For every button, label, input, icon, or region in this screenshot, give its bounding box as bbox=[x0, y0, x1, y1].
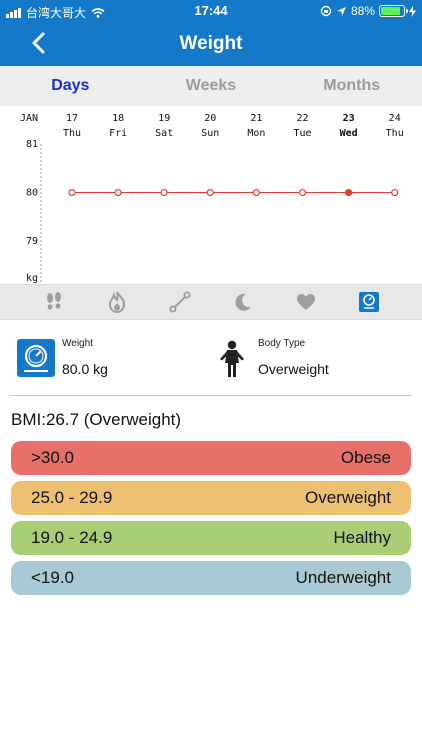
page-title: Weight bbox=[179, 33, 243, 54]
date-label: 22 bbox=[296, 113, 308, 124]
scale-icon bbox=[17, 339, 55, 377]
person-icon bbox=[220, 340, 244, 377]
category-bar bbox=[0, 284, 422, 320]
body-type-value: Overweight bbox=[258, 361, 329, 377]
battery-percent: 88% bbox=[350, 4, 375, 18]
data-point bbox=[391, 188, 399, 197]
bmi-row-underweight: <19.0 Underweight bbox=[11, 561, 411, 595]
moon-icon bbox=[234, 293, 251, 311]
scale-icon bbox=[358, 292, 379, 312]
bmi-row-healthy: 19.0 - 24.9 Healthy bbox=[11, 521, 411, 555]
category-steps[interactable] bbox=[42, 290, 66, 314]
y-axis-unit: kg bbox=[26, 273, 38, 284]
period-tabs: Days Weeks Months bbox=[0, 66, 422, 106]
weekday-label: Sat bbox=[155, 128, 173, 139]
weekday-label: Wed bbox=[340, 128, 358, 139]
bmi-row-overweight: 25.0 - 29.9 Overweight bbox=[11, 481, 411, 515]
data-point bbox=[160, 188, 168, 197]
battery-icon bbox=[379, 5, 408, 17]
data-point bbox=[206, 188, 214, 197]
weekday-label: Thu bbox=[386, 128, 404, 139]
y-tick-label: 81 bbox=[26, 139, 38, 150]
month-label: JAN bbox=[20, 113, 38, 124]
bmi-range: 19.0 - 24.9 bbox=[31, 528, 113, 547]
category-weight[interactable] bbox=[357, 290, 381, 314]
route-icon bbox=[169, 291, 190, 313]
date-label: 19 bbox=[158, 113, 170, 124]
date-label: 23 bbox=[343, 113, 355, 124]
footsteps-icon bbox=[46, 292, 61, 310]
bmi-range: <19.0 bbox=[31, 568, 75, 587]
bmi-range: 25.0 - 29.9 bbox=[31, 488, 113, 507]
status-time: 17:44 bbox=[194, 3, 228, 18]
bmi-range: >30.0 bbox=[31, 448, 75, 467]
back-button[interactable] bbox=[24, 28, 52, 58]
y-tick-label: 80 bbox=[26, 188, 38, 199]
bmi-category: Underweight bbox=[295, 568, 391, 587]
carrier-name: 台湾大哥大 bbox=[26, 6, 87, 20]
cellular-signal-icon bbox=[6, 7, 21, 18]
category-calories[interactable] bbox=[105, 290, 129, 314]
tab-weeks[interactable]: Weeks bbox=[185, 77, 237, 94]
tab-days[interactable]: Days bbox=[51, 77, 90, 94]
weight-chart-svg: JAN 17 Thu 18 Fri 19 Sat 20 Sun 21 Mon 22 Tue 23 Wed 24… bbox=[20, 113, 404, 284]
date-label: 20 bbox=[204, 113, 216, 124]
flame-icon bbox=[108, 291, 125, 313]
bmi-row-obese: >30.0 Obese bbox=[11, 441, 411, 475]
weekday-label: Tue bbox=[293, 128, 311, 139]
data-point bbox=[68, 188, 76, 197]
category-distance[interactable] bbox=[168, 290, 192, 314]
bmi-category: Healthy bbox=[333, 528, 391, 547]
body-type-label: Body Type bbox=[258, 338, 306, 349]
data-point bbox=[298, 188, 307, 197]
weekday-label: Fri bbox=[109, 128, 127, 139]
location-icon bbox=[336, 6, 346, 16]
bmi-category: Overweight bbox=[305, 488, 391, 507]
weekday-label: Mon bbox=[247, 128, 265, 139]
date-label: 18 bbox=[112, 113, 124, 124]
nav-bar: 台湾大哥大 17:44 88% Weigh bbox=[0, 0, 422, 66]
weight-info: Weight 80.0 kg Body Type Overweight bbox=[0, 320, 422, 396]
weight-value: 80.0 kg bbox=[62, 361, 108, 377]
data-point bbox=[114, 188, 122, 197]
charging-icon bbox=[409, 5, 416, 17]
weekday-label: Thu bbox=[63, 128, 81, 139]
section-divider bbox=[10, 395, 412, 396]
date-label: 24 bbox=[389, 113, 401, 124]
bmi-summary: BMI:26.7 (Overweight) bbox=[11, 410, 182, 429]
data-point bbox=[252, 188, 260, 197]
data-point-selected bbox=[345, 188, 353, 197]
tab-months[interactable]: Months bbox=[323, 77, 381, 94]
category-sleep[interactable] bbox=[231, 290, 255, 314]
weekday-label: Sun bbox=[201, 128, 219, 139]
date-label: 21 bbox=[250, 113, 262, 124]
bmi-category: Obese bbox=[340, 448, 391, 467]
heart-icon bbox=[296, 294, 315, 310]
status-bar: 台湾大哥大 17:44 88% bbox=[0, 0, 422, 22]
weight-chart: JAN 17 Thu 18 Fri 19 Sat 20 Sun 21 Mon 22 Tue 23 Wed 24… bbox=[0, 106, 422, 284]
date-label: 17 bbox=[66, 113, 78, 124]
weight-label: Weight bbox=[62, 338, 93, 349]
rotation-lock-icon bbox=[320, 5, 332, 17]
category-heart-rate[interactable] bbox=[294, 290, 318, 314]
y-tick-label: 79 bbox=[26, 236, 38, 247]
chevron-left-icon bbox=[32, 32, 45, 54]
wifi-icon bbox=[91, 7, 105, 18]
